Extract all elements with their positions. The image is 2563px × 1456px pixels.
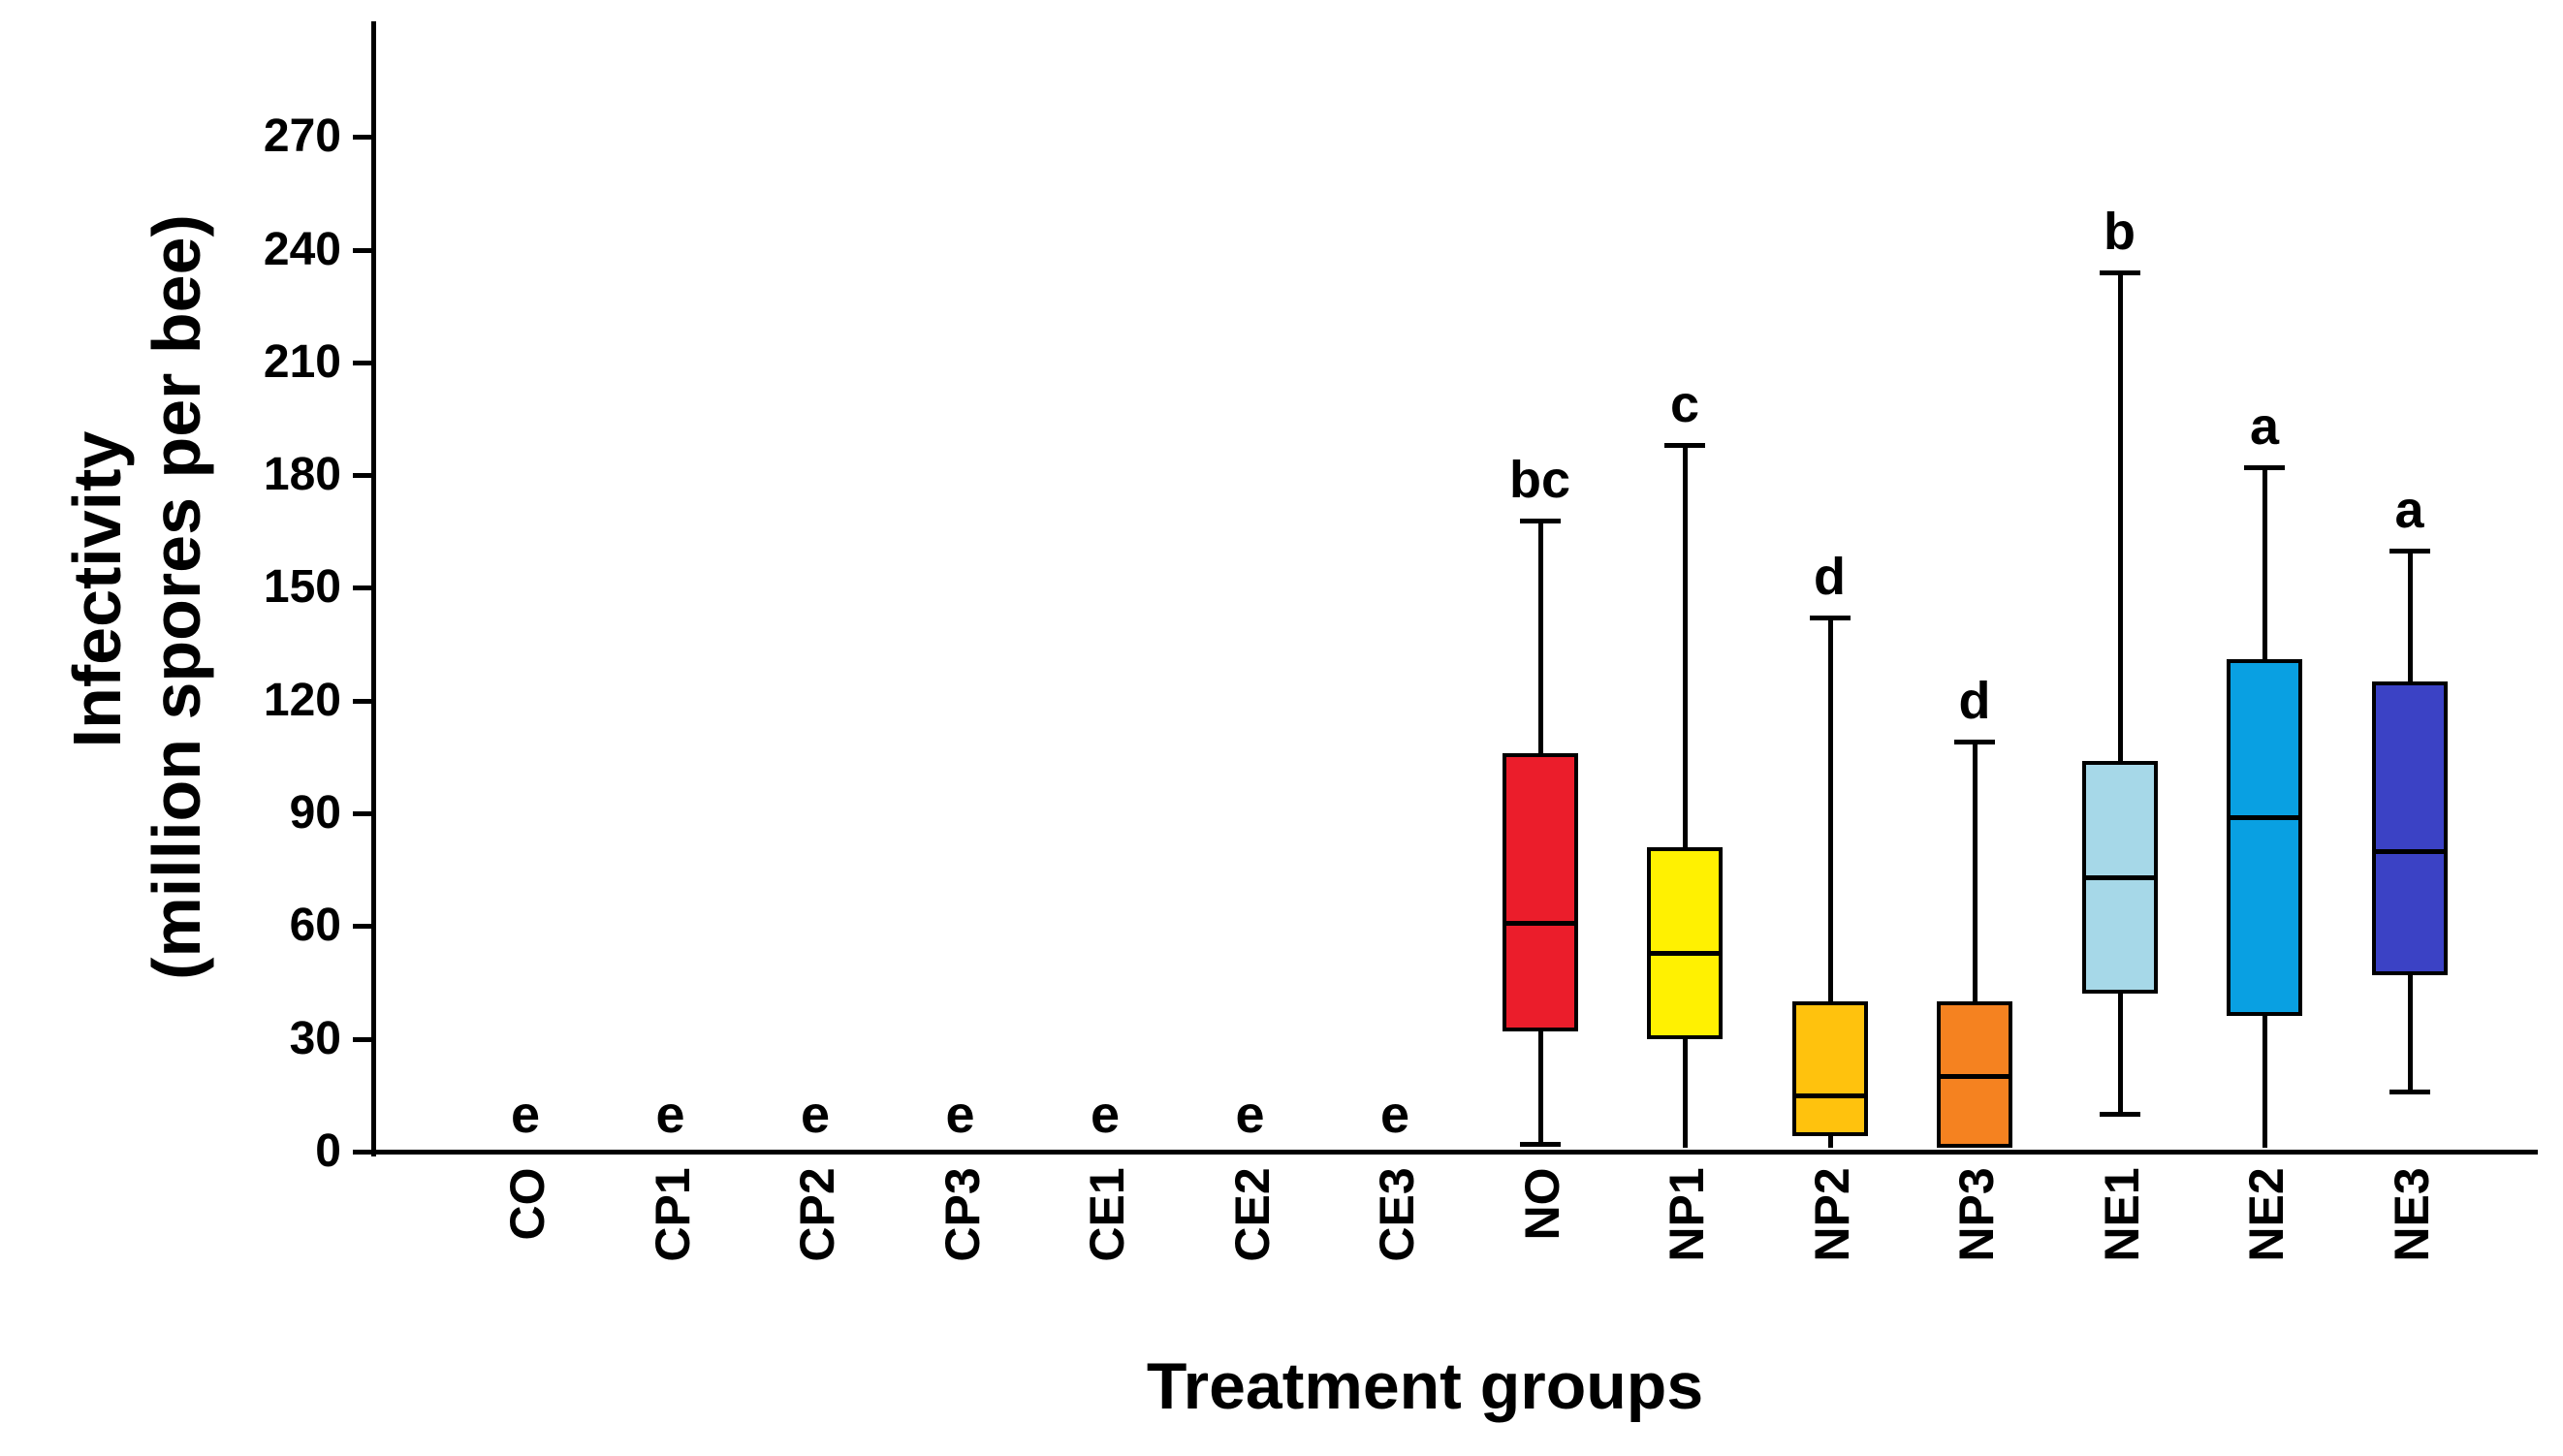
significance-letter: b: [2104, 202, 2136, 261]
y-axis-title-line2: (million spores per bee): [139, 214, 214, 980]
y-tick-label: 0: [315, 1125, 341, 1177]
median-line: [2081, 874, 2158, 880]
x-axis-group-label: CO: [500, 1167, 554, 1240]
y-axis-tick: [353, 1150, 371, 1155]
y-axis-line: [371, 21, 376, 1156]
y-tick-label: 60: [289, 900, 341, 952]
x-axis-group-label: CE2: [1224, 1166, 1280, 1262]
whisker-cap-bottom: [1519, 1142, 1561, 1148]
x-axis-group-label: NE3: [2384, 1166, 2439, 1262]
median-line: [1937, 1074, 2012, 1080]
box-iqr: [1502, 753, 1578, 1031]
significance-letter: e: [945, 1086, 975, 1144]
whisker-cap-bottom: [2389, 1089, 2430, 1094]
significance-letter: e: [1235, 1086, 1265, 1144]
y-tick-label: 150: [263, 561, 341, 614]
whisker-line: [1973, 742, 1978, 1149]
significance-letter: d: [1958, 672, 1991, 731]
y-tick-label: 30: [289, 1012, 341, 1064]
x-axis-title: Treatment groups: [1146, 1349, 1704, 1423]
y-axis-title-line1: Infectivity: [59, 430, 135, 748]
median-line: [1791, 1092, 1868, 1098]
x-axis-group-label: CP1: [645, 1166, 700, 1262]
y-axis-tick: [353, 811, 371, 817]
x-axis-group-label: CE3: [1370, 1166, 1424, 1262]
box-iqr: [1647, 846, 1723, 1039]
whisker-cap-top: [1809, 616, 1851, 621]
significance-letter: a: [2394, 480, 2424, 539]
median-line: [2371, 848, 2448, 854]
x-axis-group-label: CE1: [1080, 1166, 1134, 1262]
significance-letter: d: [1814, 548, 1846, 607]
x-axis-group-label: NE2: [2239, 1166, 2294, 1262]
x-axis-group-label: NO: [1514, 1167, 1569, 1240]
significance-letter: e: [655, 1086, 685, 1144]
x-axis-group-label: CP3: [934, 1166, 990, 1262]
x-axis-group-label: NP1: [1660, 1166, 1714, 1262]
whisker-line: [1683, 445, 1688, 1149]
x-axis-group-label: NE1: [2094, 1166, 2149, 1262]
median-line: [1647, 950, 1723, 956]
y-axis-tick: [353, 586, 371, 591]
box-iqr: [2227, 659, 2302, 1017]
whisker-cap-top: [1519, 518, 1561, 523]
whisker-cap-top: [1954, 740, 1995, 745]
y-axis-tick: [353, 924, 371, 930]
y-tick-label: 210: [263, 335, 341, 388]
x-axis-line: [371, 1150, 2538, 1155]
box-iqr: [1791, 1000, 1868, 1137]
x-axis-group-label: CP2: [790, 1166, 844, 1262]
y-axis-tick: [353, 698, 371, 704]
whisker-cap-top: [2099, 269, 2140, 275]
whisker-cap-bottom: [2099, 1112, 2140, 1118]
y-axis-tick: [353, 135, 371, 141]
y-axis-tick: [353, 360, 371, 365]
significance-letter: bc: [1508, 450, 1571, 509]
box-iqr: [2371, 681, 2448, 975]
whisker-cap-top: [2389, 548, 2430, 554]
significance-letter: e: [1379, 1086, 1410, 1144]
significance-letter: e: [800, 1086, 831, 1144]
whisker-line: [1827, 617, 1833, 1149]
y-tick-label: 240: [263, 223, 341, 275]
significance-letter: e: [510, 1086, 541, 1144]
median-line: [2227, 814, 2302, 820]
whisker-line: [2117, 271, 2123, 1115]
whisker-cap-top: [1664, 443, 1705, 449]
y-tick-label: 120: [263, 674, 341, 726]
median-line: [1502, 920, 1578, 926]
y-tick-label: 270: [263, 111, 341, 163]
y-axis-tick: [353, 473, 371, 479]
y-tick-label: 90: [289, 787, 341, 839]
significance-letter: a: [2249, 397, 2280, 457]
significance-letter: e: [1090, 1086, 1121, 1144]
x-axis-group-label: NP3: [1949, 1166, 2004, 1262]
y-axis-tick: [353, 1036, 371, 1042]
y-axis-tick: [353, 247, 371, 253]
y-tick-label: 180: [263, 449, 341, 501]
x-axis-group-label: NP2: [1804, 1166, 1859, 1262]
whisker-cap-top: [2244, 465, 2285, 471]
significance-letter: c: [1669, 375, 1700, 434]
